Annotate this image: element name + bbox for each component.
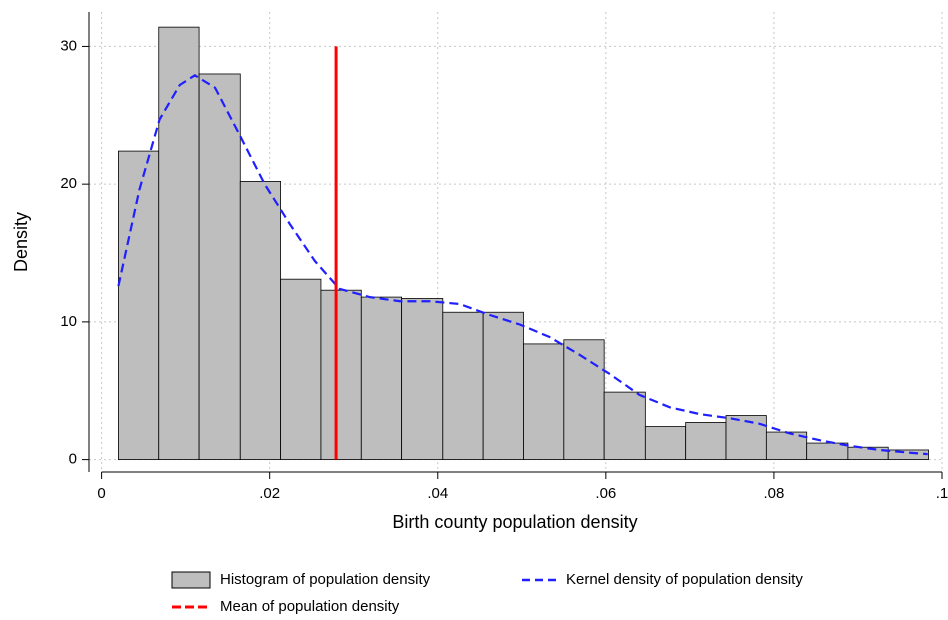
x-tick-label: .08 <box>763 485 784 502</box>
x-tick-label: 0 <box>97 485 105 502</box>
legend-label: Kernel density of population density <box>566 571 803 588</box>
histogram-bar <box>523 343 565 461</box>
histogram-bar <box>401 298 444 461</box>
x-tick-label: .1 <box>936 485 948 502</box>
histogram-bar <box>563 339 605 461</box>
histogram-bar <box>603 391 646 461</box>
histogram-bar <box>360 296 403 461</box>
x-tick-label: .02 <box>259 485 280 502</box>
legend-label: Mean of population density <box>220 598 400 615</box>
histogram-bar <box>280 278 322 461</box>
histogram-bar <box>158 26 200 461</box>
histogram-bar <box>482 311 524 461</box>
histogram-bar <box>442 311 484 461</box>
histogram-bar <box>685 422 727 461</box>
histogram-bar <box>887 449 929 461</box>
legend-swatch <box>171 571 211 589</box>
y-axis-title: Density <box>11 212 31 272</box>
kde-line <box>117 74 928 456</box>
x-axis-title: Birth county population density <box>392 512 637 532</box>
y-tick-label: 30 <box>60 37 77 54</box>
histogram-bar <box>239 181 282 461</box>
axes: 0 10 20 30 0 .02 .04 .06 .08 .1 <box>60 12 948 502</box>
y-tick-label: 20 <box>60 175 77 192</box>
y-tick-label: 10 <box>60 313 77 330</box>
histogram-bar <box>198 73 241 461</box>
x-tick-label: .06 <box>595 485 616 502</box>
histogram-bar <box>644 426 687 461</box>
histogram-bar <box>806 442 849 461</box>
histogram-bar <box>320 289 362 461</box>
marks <box>117 26 929 461</box>
x-tick-label: .04 <box>427 485 448 502</box>
legend-label: Histogram of population density <box>220 571 431 588</box>
legend: Histogram of population density Kernel d… <box>171 571 803 615</box>
y-tick-label: 0 <box>69 451 77 468</box>
